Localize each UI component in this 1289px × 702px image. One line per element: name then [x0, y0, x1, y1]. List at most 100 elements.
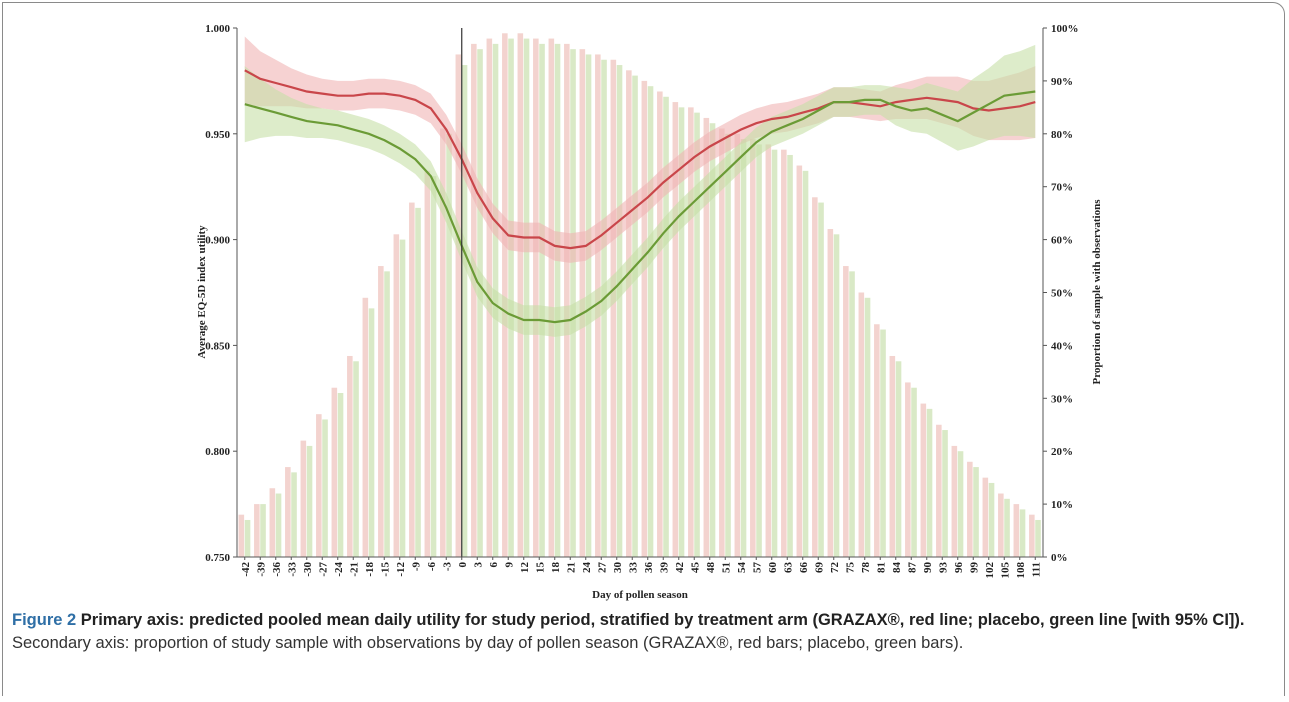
bar [678, 107, 685, 557]
bar [517, 33, 524, 558]
bar [818, 202, 824, 557]
bar [709, 123, 716, 557]
x-tick-label: 21 [565, 562, 577, 573]
x-tick-label: 45 [689, 562, 701, 574]
bar [880, 329, 886, 557]
x-tick-label: 90 [922, 562, 934, 574]
x-tick-label: 36 [643, 562, 655, 574]
x-tick-label: 81 [875, 562, 887, 573]
bar [926, 408, 933, 557]
bar [641, 80, 648, 558]
bar [849, 271, 855, 557]
bar [951, 445, 958, 557]
x-tick-label: -24 [333, 562, 345, 577]
y2-tick-label: 0% [1051, 552, 1068, 564]
y-tick-label: 0.900 [205, 235, 230, 247]
x-tick-label: -21 [348, 562, 360, 577]
x-tick-label: 69 [813, 562, 825, 574]
bar [1013, 504, 1020, 557]
x-tick-label: 87 [906, 562, 918, 574]
bar [911, 387, 917, 557]
x-tick-label: 75 [844, 562, 856, 574]
bar [430, 176, 437, 557]
bar [539, 43, 545, 558]
x-tick-label: 54 [736, 562, 748, 574]
bar [957, 451, 964, 557]
x-tick-label: 96 [953, 562, 965, 574]
y-tick-label: 0.950 [205, 129, 230, 141]
bar [657, 91, 663, 557]
x-tick-label: 9 [503, 562, 515, 568]
caption-text: Secondary axis: proportion of study samp… [12, 634, 964, 652]
y2-tick-label: 60% [1051, 235, 1073, 247]
bar [756, 144, 762, 557]
bar [942, 430, 948, 557]
x-tick-label: 12 [519, 562, 531, 574]
x-tick-label: 57 [751, 562, 763, 574]
x-tick-label: 39 [658, 562, 670, 574]
bar [254, 504, 260, 557]
x-tick-label: 60 [767, 562, 779, 574]
bar [982, 477, 989, 557]
line [244, 69, 1036, 250]
x-tick-label: -9 [410, 562, 422, 572]
x-tick-label: -27 [317, 562, 329, 577]
bar [864, 297, 871, 557]
bar [368, 308, 375, 557]
x-tick-label: 48 [705, 562, 717, 574]
x-tick-label: 84 [891, 562, 903, 574]
bar [787, 154, 793, 557]
x-tick-label: -39 [255, 562, 267, 577]
bar [988, 482, 995, 557]
bar [502, 33, 508, 558]
bar [337, 393, 344, 557]
bar [740, 139, 747, 557]
bar [827, 229, 834, 557]
bar [632, 75, 638, 558]
y2-tick-label: 70% [1051, 182, 1073, 194]
bar [672, 102, 679, 557]
bar [285, 467, 291, 557]
y2-tick-label: 100% [1051, 23, 1079, 35]
y-tick-label: 1.000 [205, 23, 230, 35]
bar [548, 38, 555, 557]
bar [626, 70, 632, 557]
y-axis-title: Average EQ-5D index utility [196, 225, 208, 359]
bar [610, 59, 617, 558]
x-tick-label: 108 [1015, 562, 1027, 579]
bar [570, 49, 576, 557]
bar [802, 170, 809, 557]
bar [331, 387, 338, 557]
bar [455, 54, 462, 557]
x-tick-label: 3 [472, 562, 484, 568]
x-tick-label: -15 [379, 562, 391, 577]
bar [1035, 519, 1041, 557]
y-tick-label: 0.750 [205, 552, 230, 564]
bar [523, 38, 530, 557]
bar [719, 128, 725, 557]
x-tick-label: 30 [612, 562, 624, 574]
x-tick-label: 24 [581, 562, 593, 574]
y2-tick-label: 80% [1051, 129, 1073, 141]
caption-label: Figure 2 [12, 611, 77, 629]
x-tick-label: -36 [271, 562, 283, 577]
x-axis-title: Day of pollen season [592, 589, 688, 601]
y2-tick-label: 10% [1051, 499, 1073, 511]
bar [889, 355, 896, 557]
bar [477, 49, 483, 557]
y2-tick-label: 20% [1051, 446, 1073, 458]
x-tick-label: -18 [364, 562, 376, 577]
caption: Figure 2 Primary axis: predicted pooled … [12, 609, 1274, 655]
bar [1004, 498, 1010, 557]
bar [920, 403, 927, 557]
bar [508, 38, 514, 557]
bar [725, 133, 731, 558]
bar [734, 133, 741, 558]
x-tick-label: -6 [426, 562, 438, 572]
bar [843, 266, 849, 557]
x-tick-label: 78 [860, 562, 872, 574]
bar [238, 514, 245, 557]
bar [533, 38, 539, 557]
bar [353, 361, 359, 557]
bar [260, 504, 266, 557]
